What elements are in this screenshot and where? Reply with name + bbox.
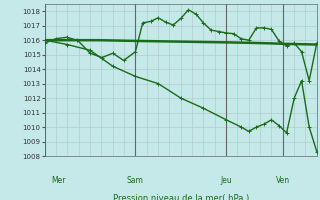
Text: Mer: Mer — [51, 176, 66, 185]
Text: Ven: Ven — [276, 176, 290, 185]
Text: Sam: Sam — [127, 176, 144, 185]
Text: Jeu: Jeu — [220, 176, 232, 185]
Text: Pression niveau de la mer( hPa ): Pression niveau de la mer( hPa ) — [113, 194, 249, 200]
